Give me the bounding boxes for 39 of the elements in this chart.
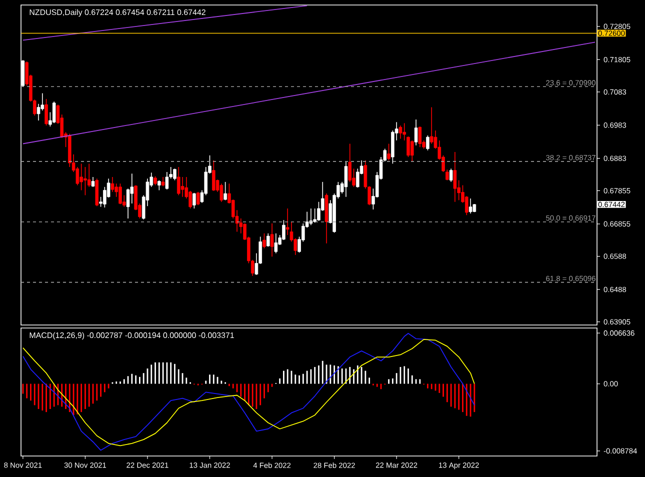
candlestick bbox=[118, 183, 122, 205]
candlestick bbox=[220, 183, 224, 202]
candlestick bbox=[44, 98, 48, 126]
candlestick bbox=[91, 176, 95, 188]
candlestick bbox=[468, 198, 472, 214]
candlestick bbox=[176, 166, 180, 196]
candlestick bbox=[173, 168, 176, 181]
candlestick bbox=[165, 172, 169, 190]
candlestick bbox=[110, 176, 114, 192]
candlestick bbox=[387, 143, 390, 161]
candlestick bbox=[87, 163, 91, 188]
candlestick bbox=[426, 135, 430, 151]
candlestick bbox=[262, 232, 266, 249]
candlestick bbox=[282, 220, 286, 240]
candlestick bbox=[398, 125, 402, 140]
candlestick bbox=[270, 223, 274, 258]
candlestick bbox=[196, 191, 200, 206]
candlestick bbox=[313, 208, 316, 224]
candlestick bbox=[266, 232, 270, 248]
candlestick bbox=[192, 192, 196, 209]
candlestick bbox=[274, 232, 278, 254]
candlestick bbox=[180, 176, 184, 198]
candlestick bbox=[410, 140, 414, 162]
candlestick bbox=[344, 162, 348, 198]
candlestick bbox=[430, 106, 434, 144]
candlestick bbox=[158, 180, 161, 191]
candlestick bbox=[212, 160, 216, 192]
candlestick bbox=[446, 169, 449, 181]
candlestick bbox=[414, 119, 418, 146]
candlestick bbox=[464, 196, 468, 216]
candlestick bbox=[453, 152, 457, 202]
candlestick bbox=[224, 182, 227, 201]
candlestick bbox=[161, 176, 165, 187]
candlestick bbox=[348, 143, 352, 182]
candlestick bbox=[418, 126, 422, 148]
candlestick bbox=[84, 166, 87, 196]
candlestick bbox=[80, 163, 83, 191]
candlestick bbox=[52, 101, 56, 124]
candlestick bbox=[449, 168, 453, 182]
